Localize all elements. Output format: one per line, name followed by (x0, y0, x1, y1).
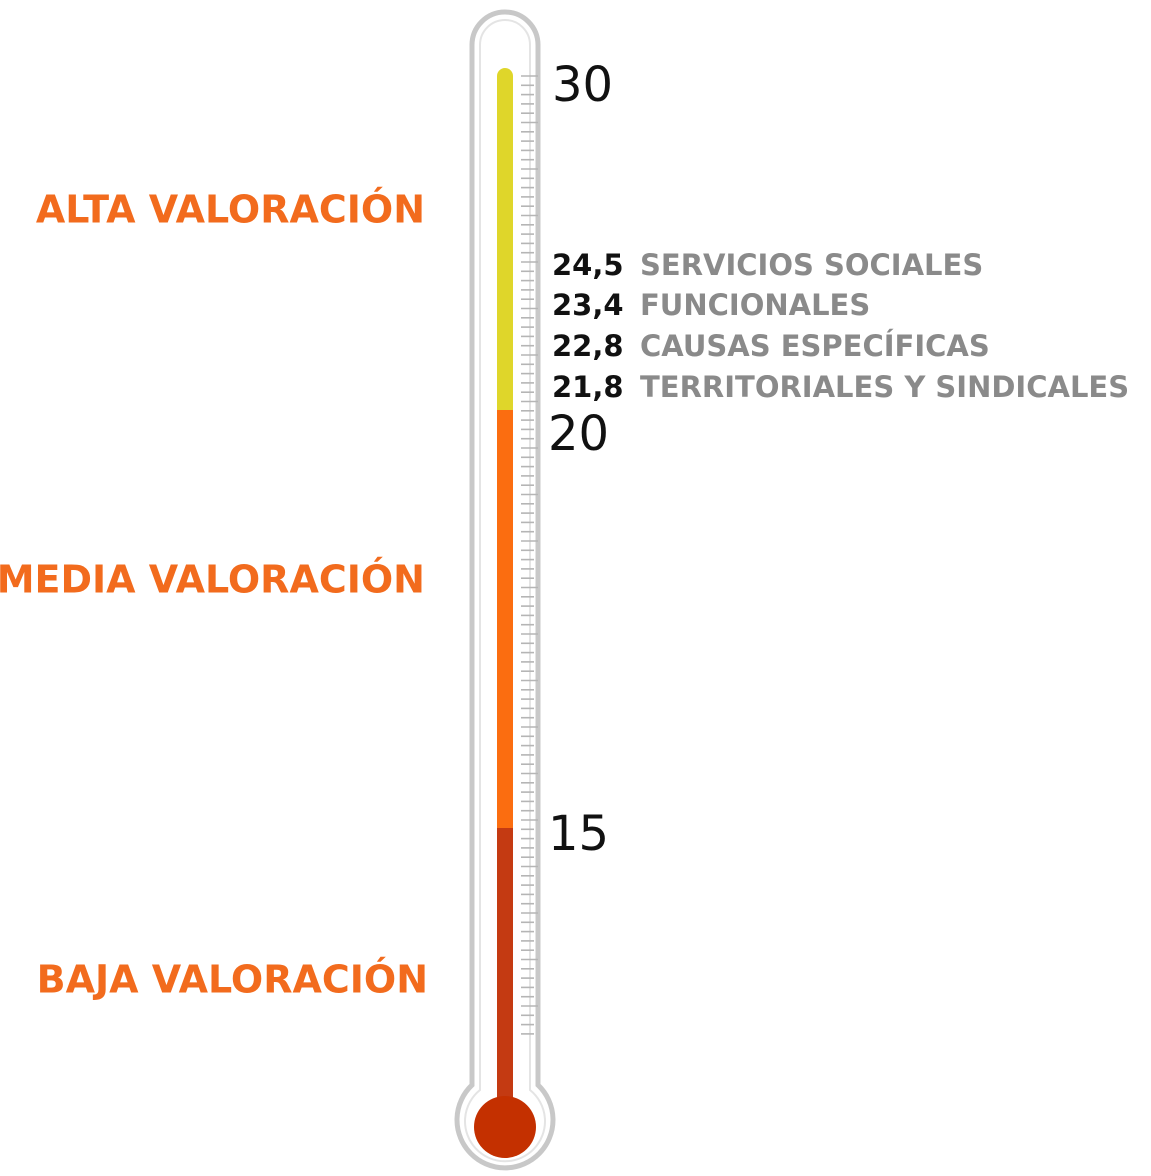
tube-inner (464, 19, 546, 1163)
item-label: FUNCIONALES (640, 288, 870, 322)
fill-high-end (497, 380, 513, 410)
scale-label: 30 (552, 57, 613, 113)
item-label: SERVICIOS SOCIALES (640, 248, 983, 282)
scale-label: 15 (548, 806, 609, 862)
zone-label: MEDIA VALORACIÓN (0, 558, 425, 602)
scale-label: 20 (548, 406, 609, 462)
item-value: 23,4 (552, 288, 624, 322)
zone-label: ALTA VALORACIÓN (36, 188, 425, 232)
fill-mid (497, 410, 513, 828)
bulb (474, 1096, 536, 1158)
item-label: TERRITORIALES Y SINDICALES (640, 370, 1129, 404)
item-value: 22,8 (552, 329, 624, 363)
item-value: 21,8 (552, 370, 624, 404)
zone-label: BAJA VALORACIÓN (37, 958, 428, 1002)
fill-low (497, 828, 513, 1108)
item-label: CAUSAS ESPECÍFICAS (640, 329, 990, 363)
item-value: 24,5 (552, 248, 624, 282)
ticks (521, 75, 538, 1035)
